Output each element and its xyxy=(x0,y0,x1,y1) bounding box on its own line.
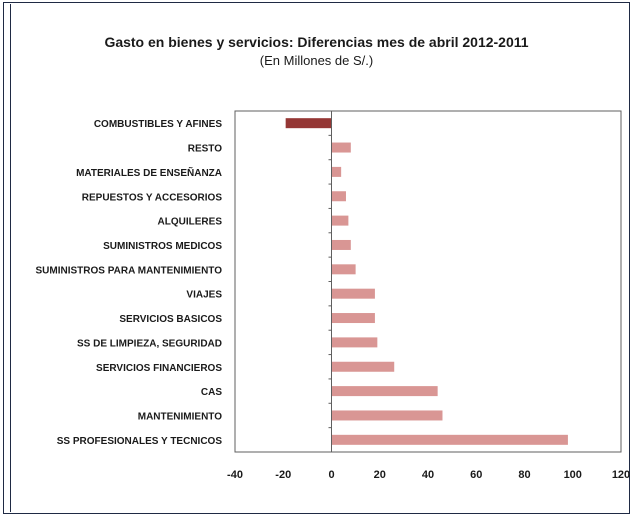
bar xyxy=(331,434,568,445)
category-label: COMBUSTIBLES Y AFINES xyxy=(94,119,222,130)
bar xyxy=(331,386,438,397)
x-tick-label: 120 xyxy=(612,469,630,481)
plot-area xyxy=(234,110,622,453)
chart-frame xyxy=(3,2,630,514)
bar xyxy=(331,215,349,226)
bar xyxy=(331,264,356,275)
category-label: MANTENIMIENTO xyxy=(138,411,222,422)
x-tick-label: 0 xyxy=(328,469,334,481)
bar xyxy=(331,313,375,324)
category-label: SUMINISTROS MEDICOS xyxy=(103,241,222,252)
chart-subtitle: (En Millones de S/.) xyxy=(259,53,374,68)
bar xyxy=(331,410,443,421)
bar xyxy=(331,288,375,299)
chart-title: Gasto en bienes y servicios: Diferencias… xyxy=(104,34,529,50)
x-axis-ticks: -40 -20 0 20 40 60 80 100 120 xyxy=(227,110,630,481)
x-tick-label: 60 xyxy=(470,469,482,481)
category-label: REPUESTOS Y ACCESORIOS xyxy=(82,192,223,203)
category-labels: COMBUSTIBLES Y AFINES RESTO MATERIALES DE … xyxy=(36,119,223,447)
bars-group xyxy=(285,118,568,445)
bar xyxy=(285,118,332,129)
category-label: CAS xyxy=(201,387,222,398)
x-tick-label: 40 xyxy=(422,469,434,481)
category-label: MATERIALES DE ENSEÑANZA xyxy=(76,166,222,179)
category-label: SS PROFESIONALES Y TECNICOS xyxy=(57,436,223,447)
bar xyxy=(331,337,378,348)
category-label: SUMINISTROS PARA MANTENIMIENTO xyxy=(36,265,223,276)
bar xyxy=(331,239,351,250)
x-tick-label: 20 xyxy=(374,469,386,481)
category-label: VIAJES xyxy=(186,290,222,301)
bar xyxy=(331,191,346,202)
category-label: RESTO xyxy=(188,144,222,155)
category-label: SS DE LIMPIEZA, SEGURIDAD xyxy=(77,338,222,349)
bar xyxy=(331,166,342,177)
x-tick-label: -40 xyxy=(227,469,243,481)
bar xyxy=(331,142,351,153)
x-tick-label: -20 xyxy=(275,469,291,481)
x-tick-label: 80 xyxy=(518,469,530,481)
category-label: ALQUILERES xyxy=(158,217,223,228)
category-label: SERVICIOS FINANCIEROS xyxy=(96,363,222,374)
x-tick-label: 100 xyxy=(564,469,582,481)
left-border-line xyxy=(10,4,11,512)
category-label: SERVICIOS BASICOS xyxy=(119,314,222,325)
bar xyxy=(331,361,395,372)
